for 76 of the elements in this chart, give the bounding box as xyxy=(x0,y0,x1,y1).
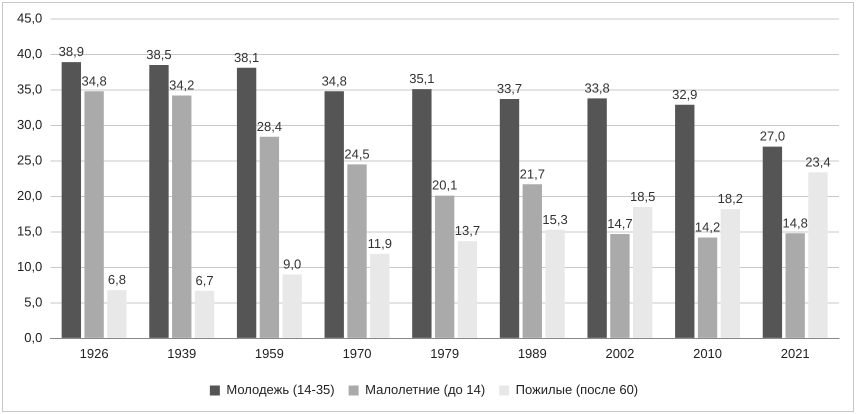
data-label: 6,8 xyxy=(108,272,126,288)
y-tick-label: 45,0 xyxy=(16,10,42,26)
bar xyxy=(236,68,256,338)
x-tick-label: 2021 xyxy=(780,346,810,361)
data-label: 32,9 xyxy=(672,86,698,102)
x-tick-label: 1926 xyxy=(80,346,109,361)
bar xyxy=(370,254,390,338)
y-tick-label: 30,0 xyxy=(16,116,42,132)
bar xyxy=(282,274,302,338)
x-tick-label: 1989 xyxy=(518,346,547,361)
x-tick-label: 1979 xyxy=(430,346,460,361)
bar xyxy=(762,146,782,338)
data-label: 13,7 xyxy=(454,223,480,238)
data-label: 11,9 xyxy=(368,236,392,251)
bar xyxy=(458,241,478,338)
data-label: 6,7 xyxy=(195,272,214,288)
bar xyxy=(720,209,740,338)
x-tick-label: 1959 xyxy=(254,346,284,361)
data-label: 27,0 xyxy=(760,128,786,144)
data-label: 14,7 xyxy=(607,216,633,232)
bar xyxy=(260,136,280,338)
bar xyxy=(194,290,214,338)
bar xyxy=(347,164,367,338)
bar xyxy=(324,91,344,338)
legend-label: Молодежь (14-35) xyxy=(226,382,335,398)
y-tick-label: 10,0 xyxy=(16,258,42,274)
y-tick-label: 0,0 xyxy=(24,330,42,345)
y-tick-label: 25,0 xyxy=(16,152,42,168)
bar xyxy=(84,91,104,338)
data-label: 34,8 xyxy=(81,73,107,88)
data-label: 28,4 xyxy=(256,118,282,134)
y-tick-label: 35,0 xyxy=(16,81,42,96)
bar xyxy=(434,196,454,338)
data-label: 38,1 xyxy=(234,50,260,65)
bar xyxy=(149,64,169,338)
legend-label: Пожилые (после 60) xyxy=(516,382,638,398)
bar xyxy=(633,207,652,338)
bar xyxy=(500,99,520,338)
data-label: 34,2 xyxy=(169,78,194,93)
bar xyxy=(610,234,630,338)
y-tick-label: 5,0 xyxy=(24,294,42,310)
data-label: 18,2 xyxy=(718,191,743,206)
bar xyxy=(62,62,82,338)
data-label: 24,5 xyxy=(344,146,370,162)
x-tick-label: 2002 xyxy=(605,346,634,361)
y-tick-label: 40,0 xyxy=(16,46,42,61)
x-tick-label: 1939 xyxy=(167,346,196,361)
bar xyxy=(412,89,432,338)
data-label: 23,4 xyxy=(805,154,831,170)
y-tick-label: 20,0 xyxy=(16,188,42,203)
data-label: 38,5 xyxy=(146,47,172,62)
data-label: 14,8 xyxy=(782,215,808,230)
data-label: 20,1 xyxy=(432,178,458,193)
data-label: 34,8 xyxy=(322,73,347,88)
data-label: 38,9 xyxy=(58,44,84,60)
data-label: 33,7 xyxy=(496,81,522,96)
y-tick-label: 15,0 xyxy=(16,223,42,238)
bar xyxy=(587,98,607,338)
bar xyxy=(107,290,127,338)
bar xyxy=(172,96,192,338)
bar xyxy=(808,172,828,338)
bar xyxy=(786,233,805,338)
bar xyxy=(675,104,694,338)
x-tick-label: 2010 xyxy=(693,346,722,361)
legend-label: Малолетние (до 14) xyxy=(365,382,486,398)
data-label: 9,0 xyxy=(283,256,302,272)
bar xyxy=(522,184,542,338)
data-label: 18,5 xyxy=(630,189,656,204)
data-label: 14,2 xyxy=(694,220,720,235)
x-tick-label: 1970 xyxy=(342,346,372,361)
data-label: 15,3 xyxy=(542,212,568,227)
bar xyxy=(698,238,718,338)
data-label: 33,8 xyxy=(584,80,610,96)
data-label: 21,7 xyxy=(520,166,545,182)
bar xyxy=(545,230,565,338)
data-label: 35,1 xyxy=(409,71,435,86)
